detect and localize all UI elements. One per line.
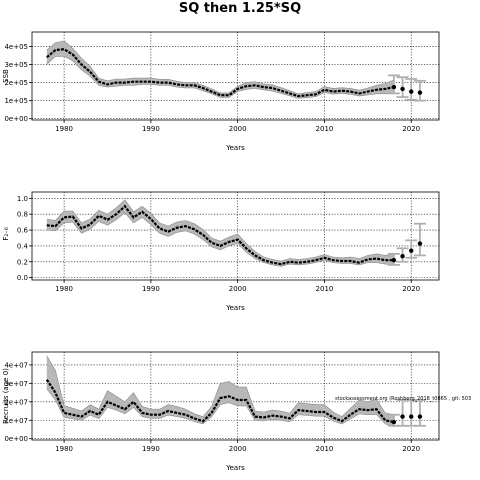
x-tick-label: 2020 [402,445,420,453]
x-axis-label: Years [225,304,245,312]
confidence-band [46,199,394,267]
y-axis-label: Recruits (age 0) [2,368,10,424]
projection-point [400,86,405,92]
y-tick-label: 0e+00 [4,435,28,443]
y-tick-label: 0.6 [17,227,29,235]
confidence-upper-line [46,40,395,95]
confidence-upper-line [46,199,394,262]
plot-frame [31,191,440,281]
x-tick-label: 1980 [55,125,73,133]
y-axis-label: SSB [2,69,10,83]
chart-panels: 1980 1990 2000 2010 2020 0e+00 1e+05 2e+05 3e+05… [2,31,471,472]
y-tick-label: 4e+07 [4,361,28,369]
confidence-band [46,41,394,99]
chart-panel-3: 1980 1990 2000 2010 2020 0e+00 1e+07 2e+07 3e+07… [2,351,471,472]
plot-frame [31,351,440,441]
x-tick-label: 2010 [316,285,334,293]
y-tick-label: 1e+07 [4,417,28,425]
confidence-lower-line [46,56,394,99]
chart-title: SQ then 1.25*SQ [179,1,301,16]
source-note: stockassessment.org (Roshberg_2018_t0865… [335,396,471,402]
y-tick-label: 0.0 [17,274,28,282]
x-tick-label: 1980 [55,285,73,293]
confidence-upper-line [46,355,394,417]
y-tick-label: 1.0 [17,195,28,203]
x-tick-label: 2000 [229,445,247,453]
x-tick-label: 2020 [402,285,420,293]
projection-point [409,248,414,253]
x-tick-label: 1990 [142,125,160,133]
projection-point [417,414,423,419]
chart-panel-1: 1980 1990 2000 2010 2020 0e+00 1e+05 2e+05 3e+05… [2,31,440,152]
y-tick-label: 2e+05 [4,79,28,87]
estimate-line [45,379,395,424]
x-axis-label: Years [225,144,245,152]
projection-point [391,419,397,425]
y-tick-label: 0.2 [17,258,28,266]
projection-point [400,414,405,419]
y-tick-label: 0e+00 [4,115,28,123]
x-tick-label: 1990 [142,285,160,293]
estimate-line [46,204,394,266]
y-tick-label: 0.8 [17,211,28,219]
projection-point [391,84,397,90]
y-tick-label: 2e+07 [4,398,28,406]
y-tick-label: 1e+05 [4,97,28,105]
chart-panel-2: 1980 1990 2000 2010 2020 0.0 0.2 0.4 0.6 0.8 1.0 Ye… [2,191,440,312]
x-tick-label: 2000 [229,285,247,293]
y-tick-label: 3e+07 [4,380,28,388]
confidence-lower-line [46,388,394,427]
y-tick-label: 3e+05 [4,61,28,69]
y-axis-label: F₂₋₆ [2,227,10,241]
projection-point [417,90,423,95]
projection-point [417,241,423,246]
x-tick-label: 2010 [316,125,334,133]
x-tick-label: 1980 [55,445,73,453]
y-tick-label: 4e+05 [4,43,28,51]
projection-point [400,254,405,259]
confidence-band [46,355,394,427]
x-tick-label: 2020 [402,125,420,133]
x-tick-label: 1990 [142,445,160,453]
y-tick-label: 0.4 [17,242,29,250]
estimate-line [46,48,395,98]
x-axis-label: Years [225,464,245,472]
plot-frame [31,31,440,121]
confidence-lower-line [46,212,394,267]
x-tick-label: 2000 [229,125,247,133]
projection-point [409,414,414,419]
x-tick-label: 2010 [316,445,334,453]
projection-point [409,89,414,94]
projection-point [391,257,397,263]
